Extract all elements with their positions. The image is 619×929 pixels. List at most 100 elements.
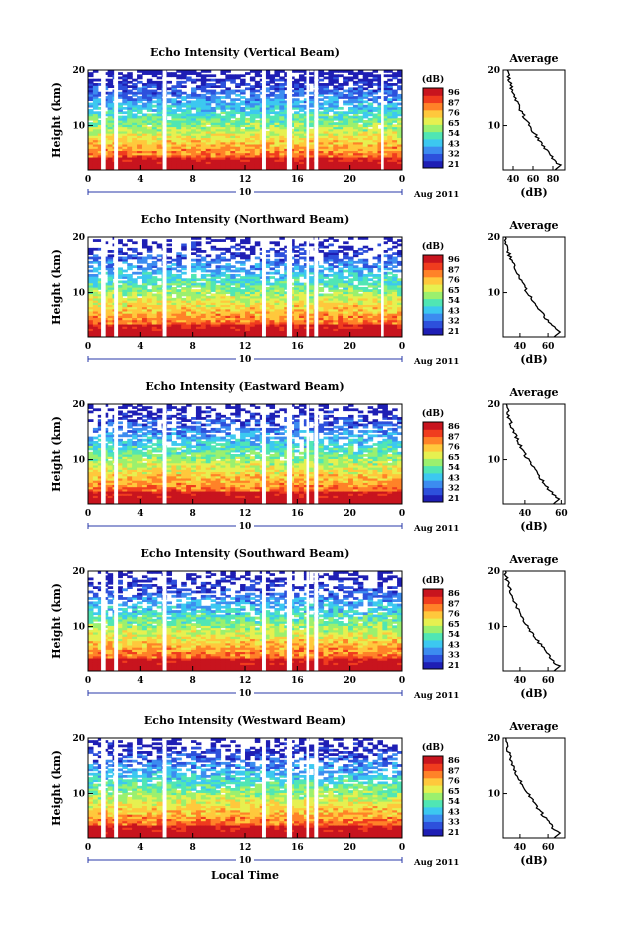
heatmap-cell [92,484,99,488]
heatmap-cell [132,130,138,134]
heatmap-cell [318,113,325,117]
heatmap-cell [392,273,398,277]
heatmap-cell [156,163,163,167]
heatmap-cell [357,159,364,162]
heatmap-cell [240,300,246,303]
heatmap-cell [127,128,133,132]
heatmap-cell [348,163,354,167]
heatmap-cell [367,109,374,112]
heatmap-cell [191,328,197,332]
heatmap-cell [127,150,133,154]
heatmap-cell [343,291,349,295]
heatmap-cell [171,310,177,314]
heatmap-cell [279,104,285,108]
heatmap-cell [298,247,305,251]
heatmap-cell [318,243,325,247]
heatmap-cell [298,141,305,145]
heatmap-cell [137,167,143,170]
heatmap-cell [88,440,94,444]
heatmap-cell [132,310,138,314]
heatmap-cell [205,143,212,147]
heatmap-cell [132,115,138,119]
heatmap-cell [362,237,369,240]
heatmap-cell [171,278,177,282]
heatmap-cell [107,250,114,253]
heatmap-cell [122,308,128,312]
heatmap-cell [294,332,300,336]
heatmap-cell [372,293,379,297]
heatmap-cell [249,98,256,102]
heatmap-cell [245,313,251,316]
heatmap-cell [88,167,94,170]
heatmap-cell [352,304,359,308]
heatmap-cell [254,321,261,325]
heatmap-cell [122,128,128,132]
heatmap-cell [235,315,241,319]
heatmap-cell [200,334,207,337]
heatmap-cell [377,291,383,295]
heatmap-cell [367,111,374,115]
heatmap-cell [107,159,114,162]
heatmap-cell [245,321,251,325]
heatmap-cell [367,313,374,316]
heatmap-cell [235,76,241,80]
heatmap-cell [166,280,173,284]
heatmap-cell [220,300,226,303]
heatmap-cell [97,130,104,134]
heatmap-cell [387,254,393,258]
heatmap-cell [235,332,241,336]
heatmap-cell [191,304,197,308]
heatmap-cell [264,165,271,169]
heatmap-cell [323,245,330,249]
heatmap-cell [117,241,123,245]
heatmap-cell [382,126,388,130]
heatmap-cell [328,319,334,323]
heatmap-cell [333,113,339,117]
heatmap-cell [362,72,369,75]
heatmap-cell [92,330,99,334]
heatmap-cell [117,122,123,125]
heatmap-cell [200,256,207,260]
heatmap-cell [323,239,330,242]
heatmap-cell [127,126,133,130]
heatmap-cell [137,328,143,332]
heatmap-cell [107,143,114,147]
heatmap-cell [230,306,236,310]
heatmap-cell [205,302,212,305]
heatmap-cell [230,137,236,141]
heatmap-cell [97,137,104,141]
heatmap-cell [264,297,271,301]
heatmap-cell [367,267,374,271]
heatmap-cell [392,310,398,314]
heatmap-cell [220,271,226,275]
heatmap-cell [97,115,104,119]
panel-title: Echo Intensity (Vertical Beam) [150,46,340,59]
heatmap-cell [107,120,114,123]
heatmap-cell [107,133,114,136]
heatmap-cell [200,328,207,332]
heatmap-cell [362,315,369,319]
heatmap-cell [397,141,402,145]
heatmap-cell [279,237,285,240]
heatmap-cell [298,297,305,301]
heatmap-cell [191,247,197,251]
heatmap-cell [352,332,359,336]
heatmap-cell [195,133,202,136]
heatmap-cell [328,287,334,290]
heatmap-cell [264,321,271,325]
heatmap-cell [308,302,315,305]
heatmap-cell [191,245,197,249]
heatmap-cell [210,109,217,112]
heatmap-cell [151,126,158,130]
colorbar-tick-label: 65 [448,119,460,129]
heatmap-cell [338,163,344,167]
heatmap-cell [298,104,305,108]
heatmap-cell [132,284,138,288]
heatmap-cell [392,111,398,115]
heatmap-cell [215,120,222,123]
heatmap-cell [235,278,241,282]
heatmap-cell [387,263,393,266]
heatmap-cell [156,106,163,110]
heatmap-cell [264,139,271,143]
heatmap-cell [210,126,217,130]
